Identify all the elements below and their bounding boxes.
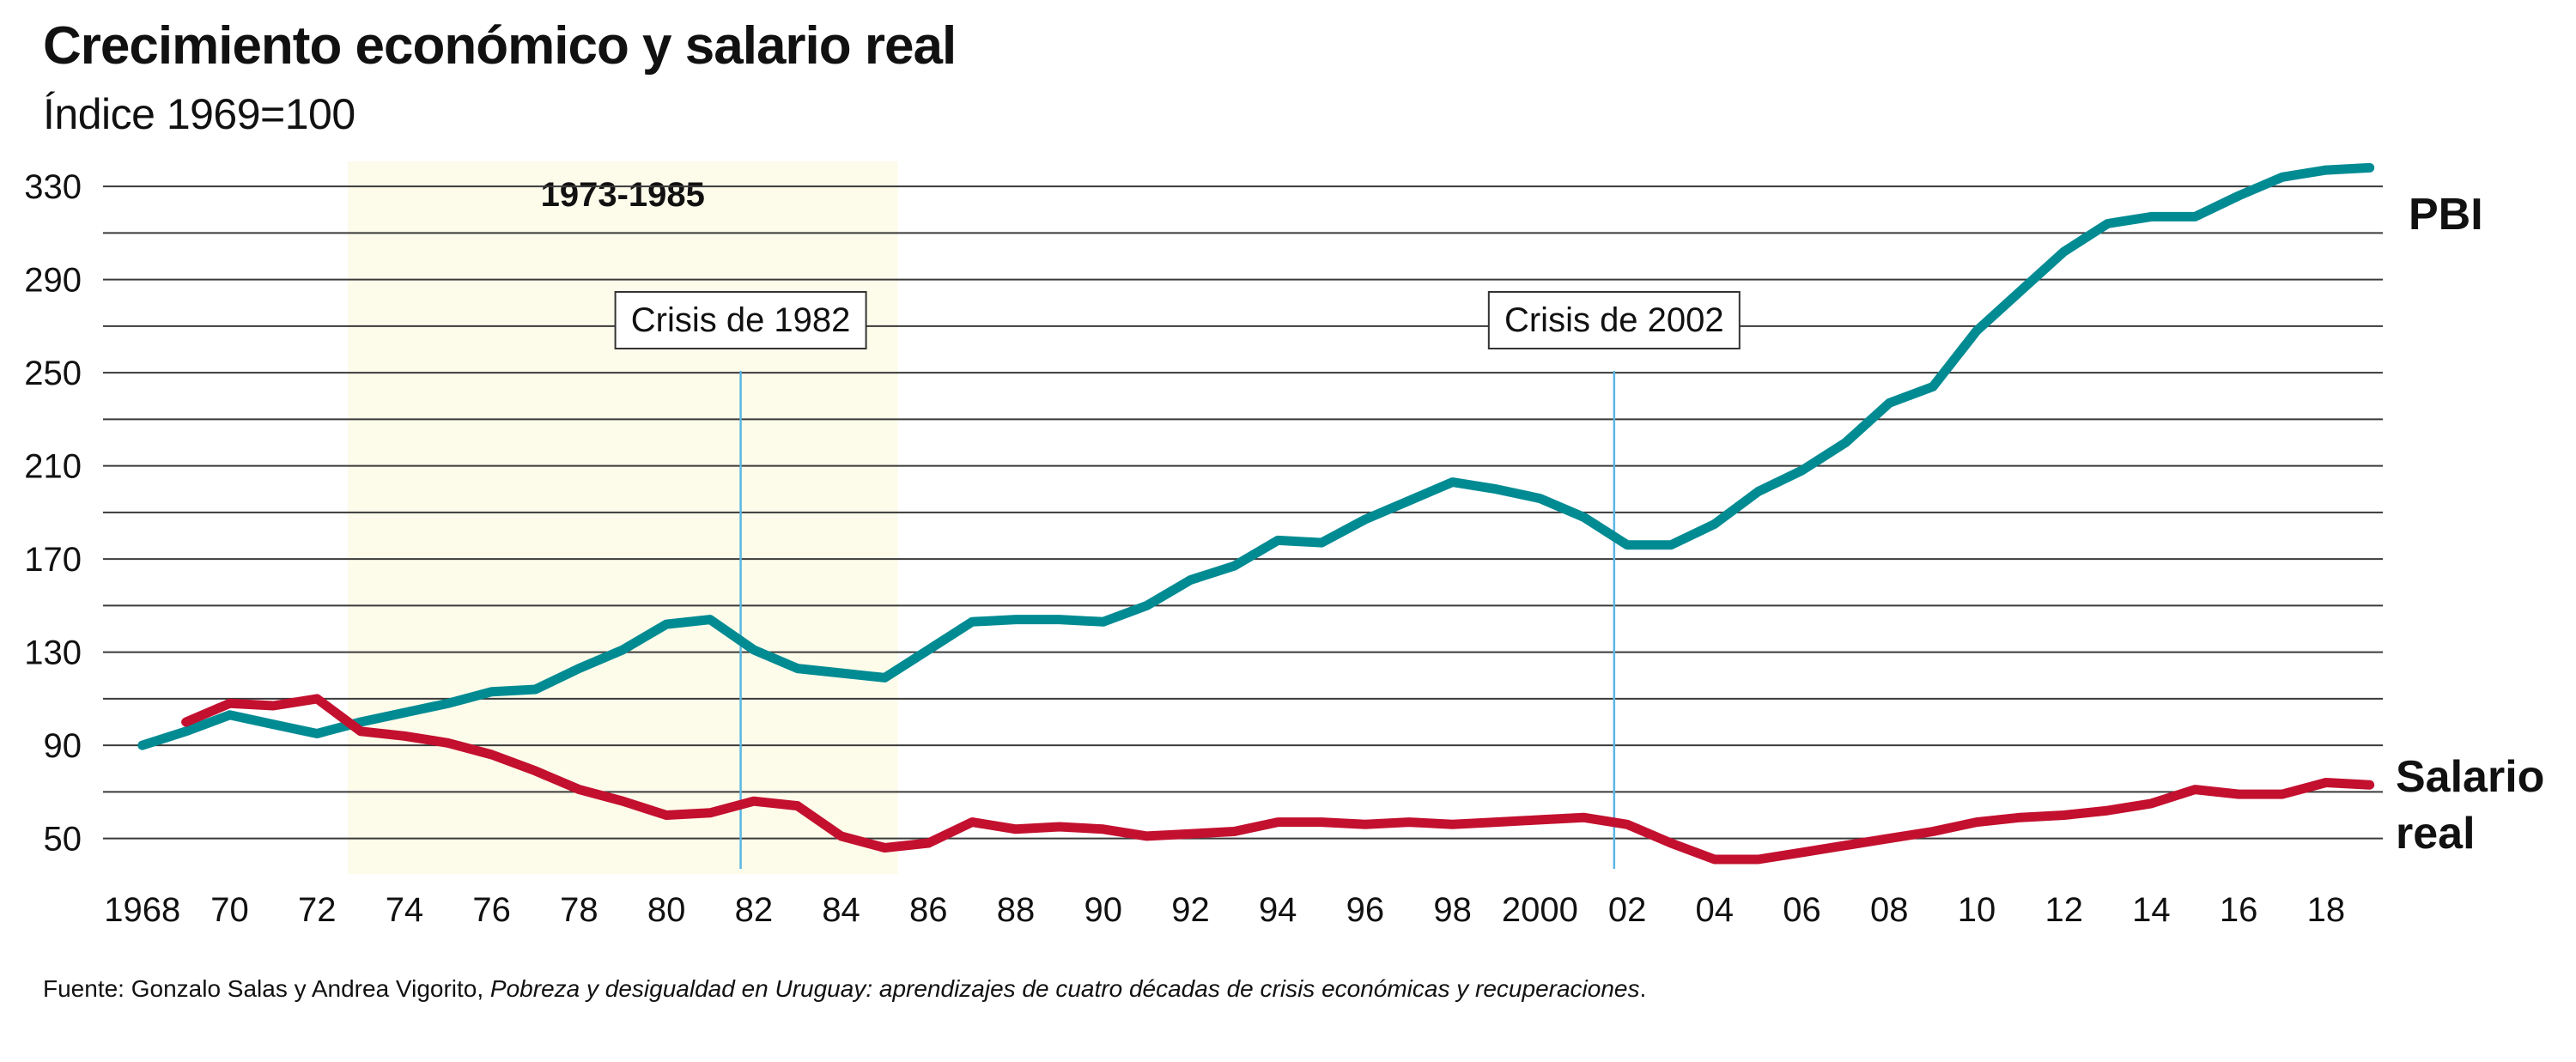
x-tick-label: 74 <box>386 891 424 929</box>
x-tick-label: 12 <box>2044 891 2083 929</box>
series-labels-layer: PBI Salario real <box>2396 190 2544 859</box>
source-suffix: . <box>1639 975 1647 1002</box>
series-salario-line <box>181 694 2375 865</box>
source-note: Fuente: Gonzalo Salas y Andrea Vigorito,… <box>43 975 1646 1003</box>
x-tick-label: 88 <box>997 891 1036 929</box>
series-layer <box>137 162 2375 865</box>
series-label-salario-line2: real <box>2396 809 2476 859</box>
chart-subtitle: Índice 1969=100 <box>43 90 355 138</box>
crisis-label-box <box>1487 291 1741 349</box>
x-tick-label: 08 <box>1870 891 1909 929</box>
shaded-period-layer: 1973-1985 <box>347 161 898 874</box>
series-label-pbi: PBI <box>2409 190 2483 240</box>
x-tick-label: 1968 <box>104 891 180 929</box>
x-tick-label: 80 <box>647 891 686 929</box>
x-tick-label: 2000 <box>1502 891 1578 929</box>
y-tick-label: 170 <box>24 541 82 579</box>
x-tick-label: 04 <box>1696 891 1735 929</box>
x-axis-ticks: 1968 70 72 74 76 78 80 82 84 86 88 90 92 94 96 98 2000 02… <box>104 891 2345 929</box>
x-tick-label: 86 <box>909 891 948 929</box>
x-tick-label: 10 <box>1958 891 1996 929</box>
x-tick-label: 84 <box>822 891 860 929</box>
x-tick-label: 18 <box>2307 891 2346 929</box>
line-chart: 1973-1985 Crisis de 1982 Crisis de 2002 5… <box>24 161 2544 929</box>
y-tick-label: 210 <box>24 448 82 486</box>
x-tick-label: 16 <box>2220 891 2258 929</box>
y-tick-label: 130 <box>24 634 82 672</box>
annotations-layer: Crisis de 1982 Crisis de 2002 <box>614 291 1741 349</box>
chart-title: Crecimiento económico y salario real <box>43 16 957 76</box>
shaded-period-label: 1973-1985 <box>541 176 705 214</box>
crisis-markers-layer <box>739 371 1616 869</box>
x-tick-label: 96 <box>1346 891 1385 929</box>
y-tick-label: 290 <box>24 262 82 300</box>
y-tick-label: 330 <box>24 168 82 206</box>
y-axis-ticks: 50 90 130 170 210 250 290 330 <box>24 168 82 858</box>
x-tick-label: 72 <box>298 891 337 929</box>
source-prefix: Fuente: Gonzalo Salas y Andrea Vigorito, <box>43 975 490 1002</box>
x-tick-label: 92 <box>1171 891 1210 929</box>
source-work-title: Pobreza y desigualdad en Uruguay: aprend… <box>489 975 1640 1002</box>
shaded-period-rect <box>347 161 898 874</box>
series-label-salario-line1: Salario <box>2396 752 2544 802</box>
x-tick-label: 14 <box>2132 891 2171 929</box>
y-tick-label: 250 <box>24 355 82 392</box>
x-tick-label: 82 <box>735 891 774 929</box>
series-pbi-line <box>137 162 2375 750</box>
x-tick-label: 78 <box>560 891 598 929</box>
crisis-label: Crisis de 2002 <box>1504 301 1724 339</box>
x-tick-label: 94 <box>1259 891 1297 929</box>
crisis-label: Crisis de 1982 <box>631 301 851 339</box>
x-tick-label: 76 <box>472 891 511 929</box>
x-tick-label: 90 <box>1084 891 1122 929</box>
x-tick-label: 06 <box>1783 891 1821 929</box>
y-tick-label: 50 <box>44 821 82 859</box>
x-tick-label: 70 <box>210 891 249 929</box>
x-tick-label: 02 <box>1608 891 1647 929</box>
series-label-salario: Salario real <box>2396 752 2544 859</box>
x-tick-label: 98 <box>1433 891 1472 929</box>
crisis-label-box <box>614 291 867 349</box>
y-tick-label: 90 <box>44 727 82 765</box>
